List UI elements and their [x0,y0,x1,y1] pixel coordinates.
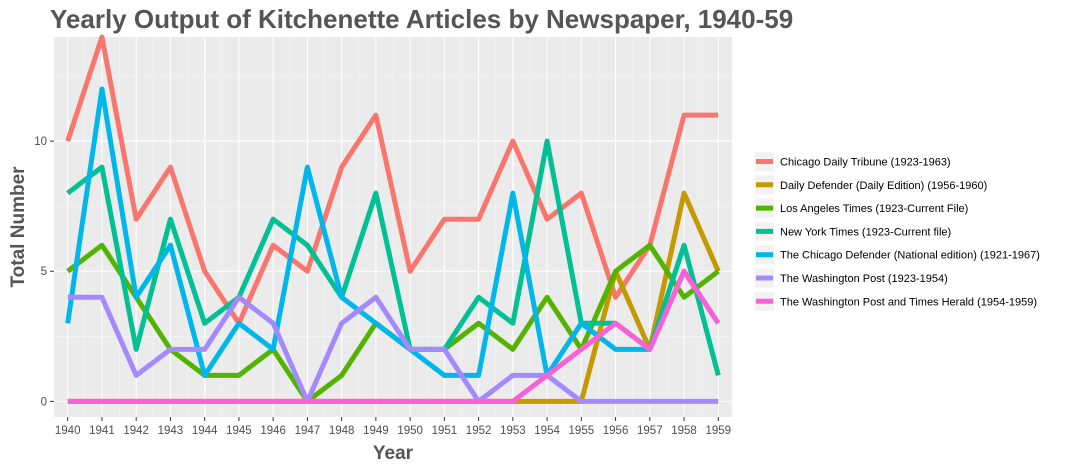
legend: Chicago Daily Tribune (1923-1963) Daily D… [755,152,1040,311]
chart-title: Yearly Output of Kitchenette Articles by… [50,4,793,34]
x-tick-label: 1944 [192,425,218,437]
series-line-7 [67,268,721,404]
x-tick-label: 1942 [123,425,149,437]
legend-label-7: The Washington Post and Times Herald (19… [780,296,1037,308]
series-lines [65,34,721,404]
x-tick-label: 1949 [363,425,389,437]
x-tick-label: 1950 [397,425,423,437]
y-tick-label: 5 [41,266,47,278]
x-tick-label: 1956 [603,425,629,437]
x-axis-ticks: 1940 1941 1942 1943 1944 1945 1946 1947 1948 1949… [55,417,731,437]
series-line-4 [66,138,721,376]
legend-label-5: The Chicago Defender (National edition) … [780,250,1040,262]
x-tick-label: 1958 [671,425,697,437]
x-tick-label: 1952 [466,425,492,437]
x-tick-label: 1943 [158,425,184,437]
x-tick-label: 1957 [637,425,663,437]
x-tick-label: 1955 [569,425,595,437]
x-tick-label: 1940 [55,425,81,437]
legend-label-4: New York Times (1923-Current file) [780,226,951,238]
x-tick-label: 1954 [534,425,560,437]
y-axis-ticks: 0 5 10 [34,136,54,408]
legend-label-1: Chicago Daily Tribune (1923-1963) [780,157,951,169]
x-tick-label: 1959 [706,425,732,437]
y-tick-label: 0 [41,396,47,408]
x-tick-label: 1945 [226,425,252,437]
legend-label-6: The Washington Post (1923-1954) [780,273,948,285]
legend-label-3: Los Angeles Times (1923-Current File) [780,203,968,215]
x-tick-label: 1953 [500,425,526,437]
x-axis-title: Year [373,443,414,464]
x-tick-label: 1951 [432,425,458,437]
x-tick-label: 1947 [295,425,321,437]
y-tick-label: 10 [34,136,47,148]
x-tick-label: 1948 [329,425,355,437]
legend-label-2: Daily Defender (Daily Edition) (1956-196… [780,180,987,192]
series-line-6 [67,294,719,404]
x-tick-label: 1946 [260,425,286,437]
x-tick-label: 1941 [89,425,115,437]
y-axis-title: Total Number [8,166,29,288]
series-line-5 [65,86,721,378]
